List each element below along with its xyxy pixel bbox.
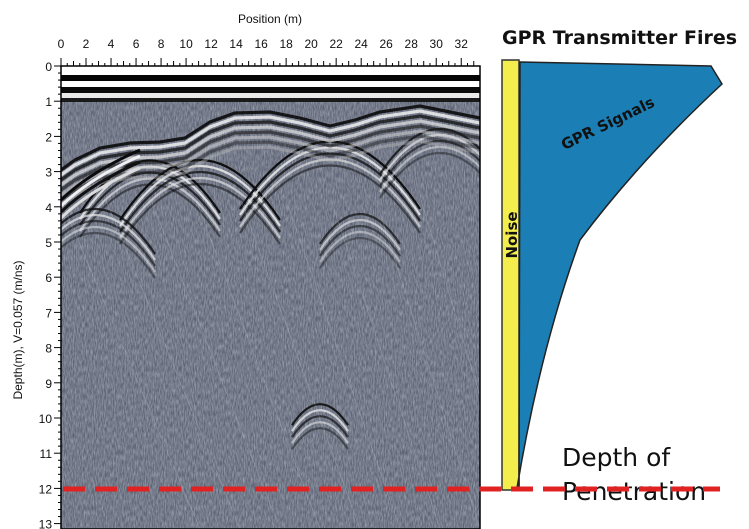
x-tick-label: 28: [405, 37, 419, 51]
reflection-band: [61, 109, 480, 177]
hyperbola: [319, 224, 401, 257]
hyperbola: [239, 158, 421, 228]
x-tick-label: 14: [229, 37, 243, 51]
x-tick-label: 32: [455, 37, 469, 51]
y-tick-label: 3: [45, 166, 52, 180]
y-tick-label: 6: [45, 271, 52, 285]
diagonal-streak: [61, 199, 201, 529]
hyperbola: [319, 218, 401, 251]
hyperbola: [291, 409, 349, 432]
reflection-band: [61, 154, 141, 208]
signal-shape: [516, 61, 723, 489]
x-tick-label: 16: [254, 37, 268, 51]
diagonal-streak: [375, 199, 480, 529]
radargram-image: [61, 66, 480, 529]
diagonal-streak: [195, 199, 321, 529]
hyperbola: [291, 403, 349, 426]
hyperbola: [61, 219, 156, 267]
x-tick-label: 12: [204, 37, 218, 51]
reflection-band: [61, 160, 141, 214]
surface-band: [61, 75, 480, 81]
hyperbola: [119, 176, 281, 239]
y-axis-title: Depth(m), V=0.057 (m/ns): [11, 260, 25, 399]
y-tick-label: 0: [45, 60, 52, 74]
hyperbola: [79, 171, 221, 226]
surface-band: [61, 87, 480, 93]
hyperbola: [239, 152, 421, 222]
x-tick-label: 30: [430, 37, 444, 51]
y-tick-label: 11: [40, 447, 53, 461]
diagonal-streak: [105, 199, 241, 529]
reflection-band: [61, 114, 480, 182]
hyperbola: [379, 139, 480, 187]
x-tick-label: 24: [354, 37, 368, 51]
diagram-title: GPR Transmitter Fires: [502, 27, 737, 49]
noise-bar: [501, 59, 520, 491]
x-tick-label: 2: [83, 37, 90, 51]
y-tick-label: 10: [39, 412, 53, 426]
reflection-band: [61, 104, 480, 172]
hyperbola: [379, 145, 480, 193]
plot-frame: [60, 65, 481, 529]
hyperbola: [119, 182, 281, 245]
diagonal-streak: [240, 199, 361, 529]
hyperbola: [61, 225, 156, 273]
surface-band: [61, 93, 480, 98]
hyperbola: [291, 421, 349, 444]
diffraction-hyperbolas: [61, 127, 480, 529]
hyperbola: [239, 146, 421, 216]
x-tick-label: 26: [380, 37, 394, 51]
axis-tick-marks: [54, 58, 475, 525]
hyperbola: [319, 236, 401, 269]
y-tick-label: 8: [45, 342, 52, 356]
y-tick-label: 7: [45, 306, 52, 320]
x-tick-label: 6: [133, 37, 140, 51]
x-tick-label: 18: [279, 37, 293, 51]
surface-band: [61, 98, 480, 102]
x-tick-label: 4: [108, 37, 115, 51]
y-tick-label: 2: [45, 130, 52, 144]
radargram: Position (m) 0 2 4 6 8 10 12 14 16 18 20 22 24 26 28 30…: [11, 12, 481, 529]
hyperbola: [291, 415, 349, 438]
diagonal-streak: [150, 199, 281, 529]
diagonal-streak: [330, 199, 441, 529]
reflection-band: [61, 166, 141, 220]
y-tick-label: 1: [45, 95, 52, 109]
hyperbola: [319, 230, 401, 263]
reflection-band: [61, 124, 480, 192]
hyperbola: [291, 427, 349, 450]
surface-band: [61, 81, 480, 87]
surface-band: [61, 66, 480, 75]
noise-label: Noise: [503, 211, 521, 258]
diagonal-streak: [285, 199, 401, 529]
hyperbola: [379, 151, 480, 199]
y-tick-label: 9: [45, 377, 52, 391]
signal-diagram: GPR Transmitter Fires Noise GPR Signals …: [501, 27, 737, 506]
y-tick-label: 4: [45, 201, 52, 215]
hyperbola: [319, 212, 401, 245]
x-axis-title: Position (m): [238, 12, 302, 26]
x-tick-label: 8: [158, 37, 165, 51]
y-tick-label: 5: [45, 236, 52, 250]
x-tick-label: 20: [304, 37, 318, 51]
y-tick-label: 12: [39, 482, 53, 496]
x-tick-label: 22: [329, 37, 343, 51]
hyperbola: [61, 207, 156, 255]
reflection-bands: [61, 104, 480, 220]
y-tick-label: 13: [39, 518, 53, 529]
hyperbola: [61, 213, 156, 261]
x-tick-label: 0: [58, 37, 65, 51]
hyperbola: [61, 231, 156, 279]
depth-label-line1: Depth of: [562, 443, 671, 472]
x-tick-label: 10: [179, 37, 193, 51]
hyperbola: [239, 164, 421, 234]
diagonal-streak: [420, 199, 480, 398]
reflection-band: [61, 129, 480, 197]
reflection-band: [61, 148, 141, 202]
x-tick-labels: 0 2 4 6 8 10 12 14 16 18 20 22 24 26 28 30 32: [58, 37, 469, 51]
